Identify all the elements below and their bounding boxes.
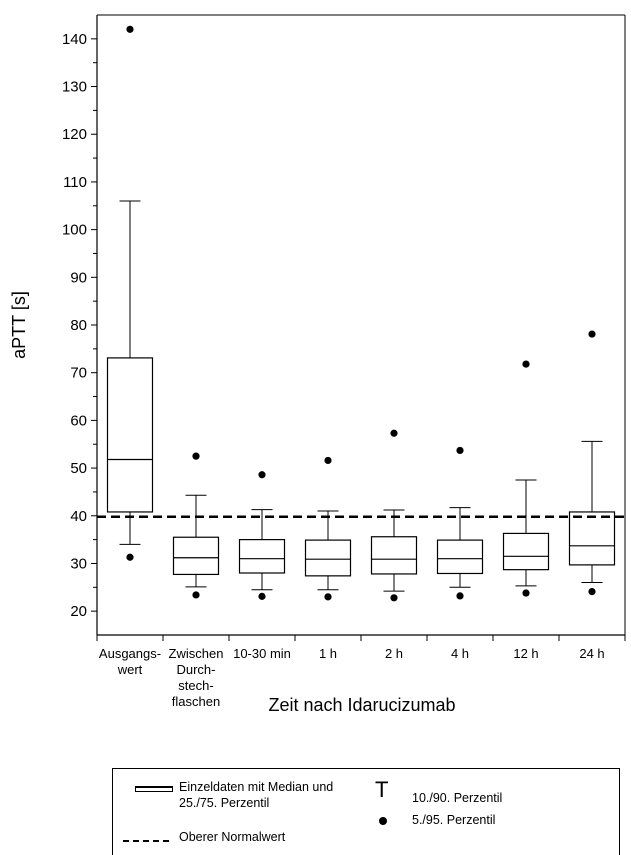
legend-whisker-label: 10./90. Perzentil xyxy=(412,791,503,805)
p5-point xyxy=(192,591,200,599)
box-group xyxy=(502,360,550,597)
y-tick-label: 120 xyxy=(62,126,87,143)
box-group xyxy=(238,471,286,600)
legend-dashed-label: Oberer Normalwert xyxy=(179,830,286,844)
x-tick-label: 12 h xyxy=(513,646,538,661)
x-tick-label: 24 h xyxy=(579,646,604,661)
p5-point xyxy=(588,588,596,596)
box-group xyxy=(568,330,616,596)
p95-point xyxy=(456,446,464,455)
x-tick-label: Ausgangs-wert xyxy=(99,646,161,677)
box xyxy=(304,539,352,577)
y-tick-label: 20 xyxy=(70,603,87,620)
p5-point xyxy=(522,589,530,597)
box-group xyxy=(304,456,352,601)
p95-point xyxy=(522,360,530,368)
whisker-symbol-icon: T xyxy=(375,777,389,802)
dot-symbol-icon xyxy=(379,817,387,825)
y-tick-label: 60 xyxy=(70,412,87,429)
box-series xyxy=(106,25,616,602)
box xyxy=(370,536,418,575)
box xyxy=(172,536,220,576)
y-tick-label: 30 xyxy=(70,555,87,572)
y-tick-label: 90 xyxy=(70,269,87,286)
x-tick-label: 2 h xyxy=(385,646,403,661)
y-tick-label: 140 xyxy=(62,31,87,48)
legend: Einzeldaten mit Median und 25./75. Perze… xyxy=(112,768,620,855)
x-tick-label: Zwischen Durch-stech-flaschen xyxy=(169,646,224,709)
y-tick-label: 50 xyxy=(70,460,87,477)
box xyxy=(502,532,550,571)
box xyxy=(238,539,286,574)
p5-point xyxy=(324,593,332,601)
p95-point xyxy=(126,25,134,33)
box-group xyxy=(436,446,484,600)
y-tick-label: 110 xyxy=(63,174,87,191)
p95-point xyxy=(258,471,266,479)
y-tick-label: 70 xyxy=(70,365,87,382)
box-group xyxy=(172,452,220,599)
y-tick-label: 130 xyxy=(62,79,87,96)
x-tick-label: 4 h xyxy=(451,646,469,661)
p95-point xyxy=(588,330,596,338)
box-group xyxy=(106,25,154,561)
p95-point xyxy=(390,429,398,437)
box xyxy=(106,357,154,513)
p5-point xyxy=(126,553,134,561)
x-axis-title: Zeit nach Idarucizumab xyxy=(268,695,455,715)
legend-box-symbol xyxy=(135,786,173,792)
legend-box-label: Einzeldaten mit Median und xyxy=(179,780,334,794)
boxplot-chart: 20 30 40 50 60 70 80 90 100 110 120 130 140 Ausgangs… xyxy=(9,14,626,715)
y-tick-label: 100 xyxy=(62,222,87,239)
legend-box-label-2: 25./75. Perzentil xyxy=(179,796,270,810)
p5-point xyxy=(456,592,464,600)
legend-dot-label: 5./95. Perzentil xyxy=(412,813,496,827)
p95-point xyxy=(324,456,332,465)
box-group xyxy=(370,429,418,602)
y-tick-label: 40 xyxy=(70,508,87,525)
plot-frame xyxy=(97,14,626,635)
y-axis-title: aPTT [s] xyxy=(9,291,29,359)
p95-point xyxy=(192,452,200,460)
p5-point xyxy=(390,594,398,602)
box xyxy=(568,511,616,566)
y-axis: 20 30 40 50 60 70 80 90 100 110 120 130 140 xyxy=(62,15,98,635)
dashed-line-symbol-icon xyxy=(123,840,169,842)
x-tick-label: 1 h xyxy=(319,646,337,661)
x-tick-label: 10-30 min xyxy=(233,646,291,661)
y-tick-label: 80 xyxy=(70,317,87,334)
x-axis: Ausgangs-wert Zwischen Durch-stech-flasche… xyxy=(96,634,626,709)
p5-point xyxy=(258,592,266,600)
box xyxy=(436,539,484,575)
